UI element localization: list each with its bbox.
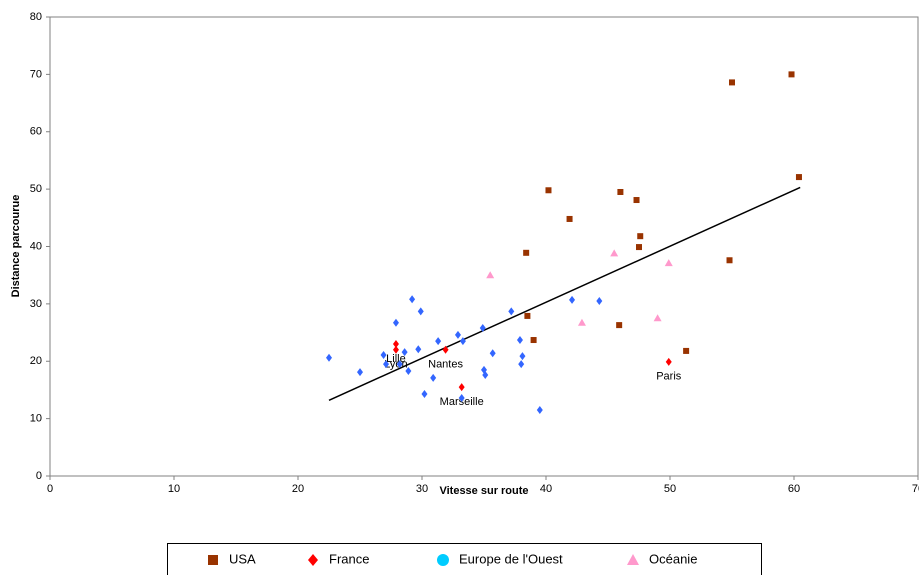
point <box>637 233 644 240</box>
legend-marker <box>208 555 218 565</box>
y-tick-label: 50 <box>30 183 42 195</box>
point <box>430 373 437 382</box>
point <box>479 323 486 332</box>
point <box>518 360 525 369</box>
point <box>566 215 573 222</box>
point <box>616 322 623 329</box>
point-label: Lyon <box>384 359 407 371</box>
legend-marker <box>437 554 449 566</box>
x-axis-title: Vitesse sur route <box>439 485 528 497</box>
point <box>516 336 523 345</box>
point <box>409 295 416 304</box>
legend-label: Océanie <box>649 551 697 566</box>
point <box>357 368 363 377</box>
point <box>795 174 802 181</box>
point <box>401 348 408 357</box>
legend-box <box>167 543 762 575</box>
point-label: Marseille <box>440 396 484 408</box>
point <box>523 249 530 256</box>
point <box>442 345 449 354</box>
point <box>417 307 424 316</box>
point <box>458 393 465 402</box>
point <box>486 271 495 279</box>
point <box>524 312 531 319</box>
point <box>788 71 795 78</box>
y-tick-label: 0 <box>36 470 42 482</box>
point <box>458 383 465 392</box>
legend-label: Europe de l'Ouest <box>459 551 563 566</box>
point <box>636 244 642 251</box>
point <box>569 295 576 304</box>
point <box>664 259 673 267</box>
y-tick-label: 10 <box>30 413 42 425</box>
point <box>482 371 489 380</box>
y-tick-label: 60 <box>30 126 42 138</box>
y-axis-title: Distance parcourue <box>10 195 22 298</box>
point <box>577 318 586 326</box>
y-tick-label: 70 <box>30 68 42 80</box>
point <box>508 307 515 316</box>
y-tick-label: 40 <box>30 240 42 252</box>
point <box>454 330 461 339</box>
point <box>396 360 403 369</box>
x-tick-label: 60 <box>788 483 800 495</box>
point <box>536 406 543 415</box>
point <box>415 345 422 354</box>
legend-marker <box>627 554 639 565</box>
point-label: Nantes <box>428 359 463 371</box>
point <box>392 318 399 327</box>
plot-area <box>49 16 919 477</box>
point <box>729 79 735 86</box>
legend-marker <box>308 554 318 566</box>
point <box>665 357 672 366</box>
point <box>421 389 428 398</box>
point <box>726 257 733 264</box>
x-tick-label: 40 <box>540 483 552 495</box>
point <box>392 345 399 354</box>
point <box>405 367 412 376</box>
point <box>683 347 690 354</box>
point <box>489 349 496 358</box>
x-tick-label: 30 <box>416 483 428 495</box>
legend-label: USA <box>229 551 256 566</box>
x-tick-label: 50 <box>664 483 676 495</box>
x-tick-label: 0 <box>47 483 53 495</box>
point <box>530 337 537 344</box>
point <box>380 350 387 359</box>
x-tick-label: 10 <box>168 483 180 495</box>
point-label: Paris <box>656 371 682 383</box>
point <box>435 337 442 346</box>
point <box>519 352 526 361</box>
point <box>596 297 603 306</box>
y-tick-label: 80 <box>30 11 42 23</box>
point <box>610 249 619 257</box>
point <box>633 197 640 204</box>
point <box>545 187 552 194</box>
point <box>617 188 624 195</box>
legend-label: France <box>329 551 369 566</box>
x-tick-label: 20 <box>292 483 304 495</box>
trendline <box>328 186 801 401</box>
point <box>392 340 399 349</box>
y-tick-label: 20 <box>30 355 42 367</box>
point <box>326 353 332 362</box>
x-tick-label: 70 <box>912 483 919 495</box>
y-tick-label: 30 <box>30 298 42 310</box>
point <box>383 360 390 369</box>
point <box>459 337 466 346</box>
point <box>653 314 662 322</box>
